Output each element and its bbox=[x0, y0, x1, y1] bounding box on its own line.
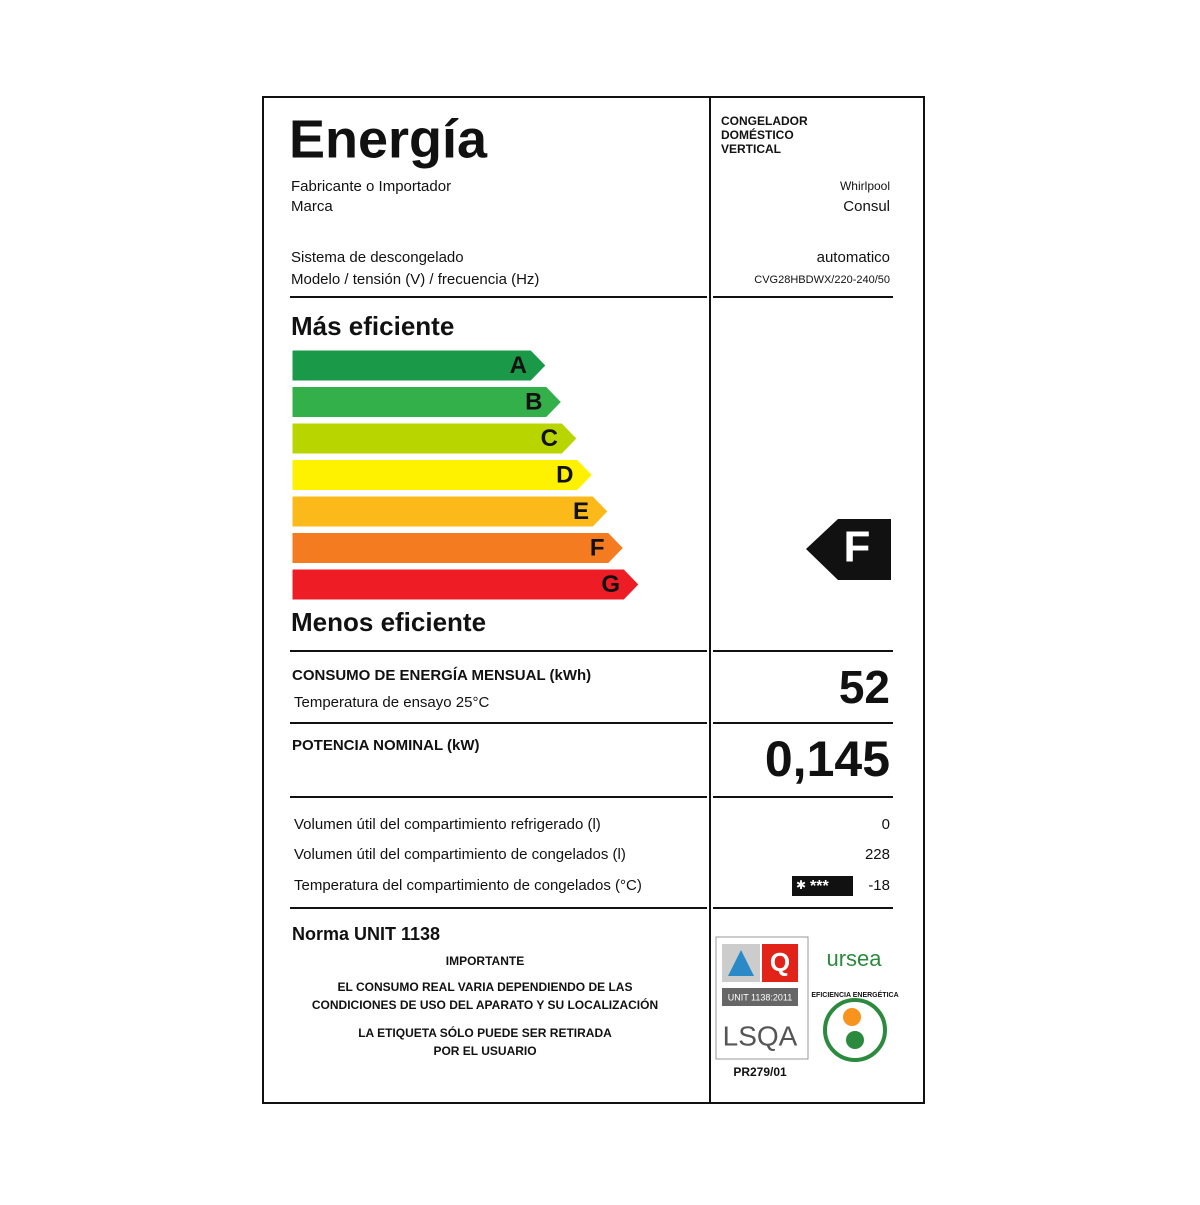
ursea-logo: ursea bbox=[826, 946, 882, 971]
cert-standard: UNIT 1138:2011 bbox=[728, 992, 793, 1002]
efficiency-badge-text: EFICIENCIA ENERGÉTICA bbox=[811, 990, 898, 999]
class-bar bbox=[291, 349, 547, 382]
power-value: 0,145 bbox=[765, 731, 890, 787]
cert-code: PR279/01 bbox=[733, 1065, 787, 1079]
lsqa-logo: Q UNIT 1138:2011 LSQA bbox=[715, 936, 809, 1060]
consumption-label: CONSUMO DE ENERGÍA MENSUAL (kWh) bbox=[292, 667, 591, 684]
badge-icon bbox=[843, 1008, 861, 1026]
rating-arrow bbox=[806, 519, 891, 580]
product-type: VERTICAL bbox=[721, 142, 781, 156]
star-box bbox=[792, 876, 853, 896]
class-letter: A bbox=[510, 352, 527, 379]
class-letter: G bbox=[601, 571, 620, 598]
important-line: EL CONSUMO REAL VARIA DEPENDIENDO DE LAS bbox=[338, 980, 633, 994]
separators bbox=[290, 296, 893, 909]
rating: F bbox=[844, 523, 871, 572]
product-type: CONGELADOR bbox=[721, 114, 808, 128]
class-bar bbox=[291, 532, 625, 564]
class-letter: F bbox=[590, 534, 605, 561]
class-bar bbox=[291, 568, 640, 601]
detail-value: -18 bbox=[868, 877, 890, 894]
class-bar bbox=[291, 422, 578, 455]
efficiency-badge bbox=[823, 998, 887, 1062]
class-letter: B bbox=[525, 388, 542, 415]
important-line: POR EL USUARIO bbox=[433, 1044, 536, 1058]
star-icon: ✱ bbox=[796, 878, 806, 892]
info-label: Marca bbox=[291, 198, 333, 215]
detail-label: Volumen útil del compartimiento refriger… bbox=[294, 816, 601, 833]
info-value: automatico bbox=[817, 249, 890, 266]
title: Energía bbox=[289, 109, 488, 169]
detail-value: 228 bbox=[865, 846, 890, 863]
norma: Norma UNIT 1138 bbox=[292, 924, 440, 944]
info-value: CVG28HBDWX/220-240/50 bbox=[754, 274, 890, 286]
class-letter: E bbox=[573, 498, 589, 525]
info-label: Fabricante o Importador bbox=[291, 178, 451, 195]
product-type: DOMÉSTICO bbox=[721, 127, 794, 142]
svg-text:Q: Q bbox=[770, 947, 790, 977]
class-bar bbox=[291, 495, 609, 528]
consumption-value: 52 bbox=[839, 661, 890, 713]
cert-name: LSQA bbox=[723, 1020, 798, 1051]
detail-label: Temperatura del compartimiento de congel… bbox=[294, 877, 642, 894]
top-label: Más eficiente bbox=[291, 311, 454, 341]
info-value: Whirlpool bbox=[840, 179, 890, 193]
important-line: LA ETIQUETA SÓLO PUEDE SER RETIRADA bbox=[358, 1025, 612, 1040]
detail-value: 0 bbox=[882, 816, 890, 833]
consumption-note: Temperatura de ensayo 25°C bbox=[294, 694, 489, 711]
info-label: Sistema de descongelado bbox=[291, 249, 464, 266]
info-value: Consul bbox=[843, 198, 890, 215]
detail-label: Volumen útil del compartimiento de conge… bbox=[294, 846, 626, 863]
bottom-label: Menos eficiente bbox=[291, 607, 486, 637]
class-bar bbox=[291, 459, 594, 491]
important-title: IMPORTANTE bbox=[446, 954, 524, 968]
stars: *** bbox=[810, 878, 829, 895]
info-label: Modelo / tensión (V) / frecuencia (Hz) bbox=[291, 271, 539, 288]
badge-icon bbox=[846, 1031, 864, 1049]
class-letter: C bbox=[541, 425, 558, 452]
power-label: POTENCIA NOMINAL (kW) bbox=[292, 737, 480, 754]
class-letter: D bbox=[556, 461, 573, 488]
important-line: CONDICIONES DE USO DEL APARATO Y SU LOCA… bbox=[312, 997, 658, 1012]
class-bar bbox=[291, 386, 563, 418]
